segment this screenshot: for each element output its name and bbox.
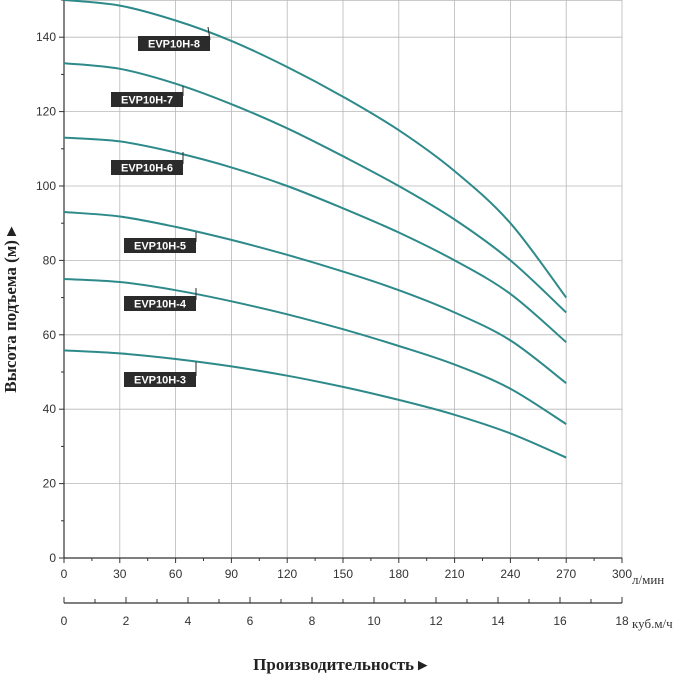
- series-label: EVP10H-6: [121, 163, 173, 175]
- series-label-box: [124, 238, 196, 253]
- x2-tick-label: 14: [491, 614, 505, 628]
- grid: [64, 0, 623, 558]
- x-tick-label: 180: [389, 567, 409, 581]
- x2-tick-label: 16: [553, 614, 567, 628]
- series-label-box: [138, 36, 210, 51]
- y-tick-label: 100: [36, 179, 56, 193]
- x2-tick-label: 0: [61, 614, 68, 628]
- x2-tick-label: 6: [247, 614, 254, 628]
- x-tick-label: 120: [277, 567, 297, 581]
- x-tick-label: 30: [113, 567, 127, 581]
- y-tick-label: 80: [43, 253, 57, 267]
- x2-tick-label: 10: [367, 614, 381, 628]
- y-tick-label: 20: [43, 477, 57, 491]
- x-tick-label: 150: [333, 567, 353, 581]
- series-label-box: [111, 160, 183, 175]
- x-tick-label: 300: [612, 567, 632, 581]
- y-tick-label: 120: [36, 105, 56, 119]
- series-label-box: [111, 92, 183, 107]
- x2-tick-label: 18: [615, 614, 629, 628]
- y-tick-label: 60: [43, 328, 57, 342]
- x-tick-label: 60: [169, 567, 183, 581]
- curve-evp10h-8: [63, 0, 568, 299]
- x-tick-label: 0: [61, 567, 68, 581]
- x2-tick-label: 12: [429, 614, 443, 628]
- curve-evp10h-6: [63, 136, 567, 343]
- curve-evp10h-4: [63, 278, 567, 425]
- series-label-box: [124, 296, 196, 311]
- x-tick-label: 240: [500, 567, 520, 581]
- series-label: EVP10H-8: [148, 39, 200, 51]
- curve-evp10h-3: [63, 349, 567, 459]
- series-label: EVP10H-5: [134, 241, 186, 253]
- y-tick-label: 40: [43, 402, 57, 416]
- x2-tick-label: 8: [309, 614, 316, 628]
- x-axis-title: Производительность ▸: [253, 655, 428, 674]
- series-label: EVP10H-7: [121, 95, 173, 107]
- series-label: EVP10H-4: [134, 299, 187, 311]
- curve-evp10h-5: [63, 211, 567, 384]
- x-tick-label: 90: [225, 567, 239, 581]
- series-labels: EVP10H-8 EVP10H-7 EVP10H-6 EVP10H-5 EVP10H-4…: [111, 26, 211, 387]
- series-label: EVP10H-3: [134, 375, 186, 387]
- x-tick-label: 270: [556, 567, 576, 581]
- x-tick-label: 210: [445, 567, 465, 581]
- curves: [63, 0, 568, 459]
- x-unit-label: л/мин: [632, 572, 664, 587]
- curve-evp10h-7: [63, 62, 567, 314]
- y-tick-label: 140: [36, 30, 56, 44]
- y-tick-label: 0: [49, 551, 56, 565]
- series-label-box: [124, 372, 196, 387]
- x2-tick-label: 4: [185, 614, 192, 628]
- y-axis-title: Высота подъема (м) ▸: [1, 226, 20, 393]
- x2-tick-label: 2: [123, 614, 130, 628]
- x2-unit-label: куб.м/ч: [632, 616, 673, 631]
